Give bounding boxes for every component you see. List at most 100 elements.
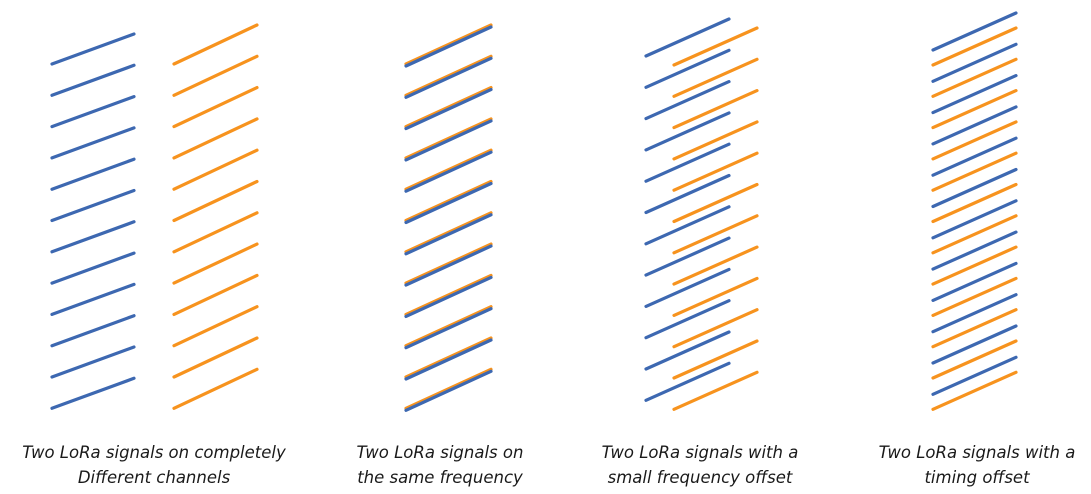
caption-timing-offset: Two LoRa signals with a timing offset: [832, 440, 1091, 490]
chirp-line-signal-b: [931, 120, 1018, 161]
chirp-line-signal-a: [404, 56, 493, 99]
chirp-line-signal-a: [50, 376, 136, 410]
caption-line-1: Two LoRa signals on completely: [22, 443, 286, 462]
chirp-line-signal-b: [672, 245, 759, 286]
chirp-line-signal-a: [404, 181, 493, 225]
chirp-line-signal-a: [50, 126, 136, 160]
chirp-line-signal-b: [672, 120, 759, 161]
chirp-line-signal-b: [931, 370, 1018, 411]
chirp-line-signal-b: [404, 211, 493, 254]
caption-line-2: small frequency offset: [607, 468, 793, 487]
chirp-line-signal-a: [644, 17, 731, 58]
chirp-line-signal-a: [50, 157, 136, 191]
chirp-line-signal-b: [172, 179, 259, 223]
chirp-line-signal-b: [672, 308, 759, 349]
chirp-line-signal-b: [172, 242, 259, 285]
chirp-line-signal-a: [931, 293, 1018, 334]
chirp-line-signal-b: [672, 88, 759, 130]
caption-line-1: Two LoRa signals with a: [601, 443, 799, 462]
chirp-line-signal-a: [931, 73, 1018, 115]
chirp-line-signal-a: [404, 338, 493, 381]
chirp-line-signal-a: [50, 32, 136, 66]
chirp-line-signal-b: [172, 273, 259, 316]
chirp-line-signal-b: [672, 276, 759, 317]
chirp-line-signal-a: [931, 355, 1018, 396]
chirp-line-signal-a: [404, 275, 493, 318]
chirp-line-signal-b: [404, 242, 493, 285]
chirp-line-signal-b: [404, 117, 493, 160]
caption-same-frequency: Two LoRa signals on the same frequency: [295, 440, 585, 490]
chirp-line-signal-b: [404, 367, 493, 410]
chirp-line-signal-b: [672, 26, 759, 67]
chirp-line-signal-b: [672, 370, 759, 411]
chirp-line-signal-b: [931, 339, 1018, 380]
chirp-line-signal-a: [50, 345, 136, 379]
chirp-line-signal-a: [50, 63, 136, 97]
chirp-line-signal-b: [172, 336, 259, 379]
chirp-line-signal-a: [931, 261, 1018, 302]
caption-line-1: Two LoRa signals on: [356, 443, 524, 462]
chirp-line-signal-a: [644, 142, 731, 183]
chirp-line-signal-a: [404, 213, 493, 256]
chirp-line-signal-a: [931, 167, 1018, 209]
chirp-line-signal-b: [931, 57, 1018, 98]
chirp-line-signal-b: [672, 57, 759, 98]
chirp-line-signal-b: [931, 88, 1018, 130]
chirp-line-signal-b: [404, 23, 493, 66]
chirp-line-signal-a: [931, 324, 1018, 365]
chirp-line-signal-b: [404, 54, 493, 97]
chirp-line-signal-b: [172, 305, 259, 348]
chirp-line-signal-b: [172, 54, 259, 97]
chirp-line-signal-a: [404, 25, 493, 68]
chirp-line-signal-b: [172, 211, 259, 254]
chirp-line-signal-a: [50, 314, 136, 348]
chirp-line-signal-b: [931, 276, 1018, 317]
chirp-line-signal-b: [931, 151, 1018, 192]
chirp-line-signal-b: [404, 148, 493, 191]
chirp-line-signal-a: [50, 220, 136, 254]
chirp-line-signal-a: [404, 307, 493, 350]
panel-timing-offset: [931, 11, 1018, 411]
chirp-line-signal-a: [931, 42, 1018, 83]
chirp-line-signal-a: [644, 299, 731, 340]
caption-line-1: Two LoRa signals with a: [878, 443, 1076, 462]
chirp-line-signal-a: [931, 199, 1018, 240]
panel-different-channels: [50, 23, 259, 410]
chirp-line-signal-a: [644, 236, 731, 277]
chirp-line-signal-a: [644, 111, 731, 152]
chirp-line-signal-b: [931, 308, 1018, 349]
chirp-line-signal-a: [404, 369, 493, 412]
chirp-line-signal-a: [931, 11, 1018, 52]
chirp-line-signal-a: [50, 251, 136, 285]
chirp-line-signal-b: [931, 182, 1018, 224]
chirp-line-signal-b: [931, 245, 1018, 286]
caption-different-channels: Two LoRa signals on completely Different…: [9, 440, 299, 490]
chirp-line-signal-a: [404, 87, 493, 131]
chirp-line-signal-b: [172, 148, 259, 191]
chirp-line-signal-a: [644, 79, 731, 121]
chirp-line-signal-a: [931, 136, 1018, 177]
chirp-line-signal-b: [404, 85, 493, 129]
chirp-line-signal-b: [404, 305, 493, 348]
chirp-line-signal-b: [672, 182, 759, 224]
caption-line-2: the same frequency: [357, 468, 523, 487]
chirp-line-signal-b: [672, 151, 759, 192]
panel-same-frequency: [404, 23, 493, 412]
panel-small-frequency-offset: [644, 17, 759, 411]
chirp-line-signal-a: [50, 282, 136, 316]
chirp-line-signal-b: [172, 117, 259, 160]
chirp-line-signal-a: [404, 119, 493, 162]
chirp-line-signal-a: [931, 105, 1018, 146]
chirp-line-signal-a: [50, 188, 136, 223]
chirp-line-signal-a: [644, 330, 731, 371]
chirp-line-signal-b: [404, 273, 493, 316]
chirp-line-signal-a: [404, 244, 493, 287]
chirp-line-signal-a: [644, 48, 731, 89]
chirp-line-signal-a: [644, 267, 731, 308]
chirp-line-signal-b: [931, 26, 1018, 67]
chirp-line-signal-b: [931, 214, 1018, 255]
chirp-line-signal-a: [931, 230, 1018, 271]
chirp-line-signal-b: [404, 179, 493, 223]
chirp-line-signal-b: [404, 336, 493, 379]
